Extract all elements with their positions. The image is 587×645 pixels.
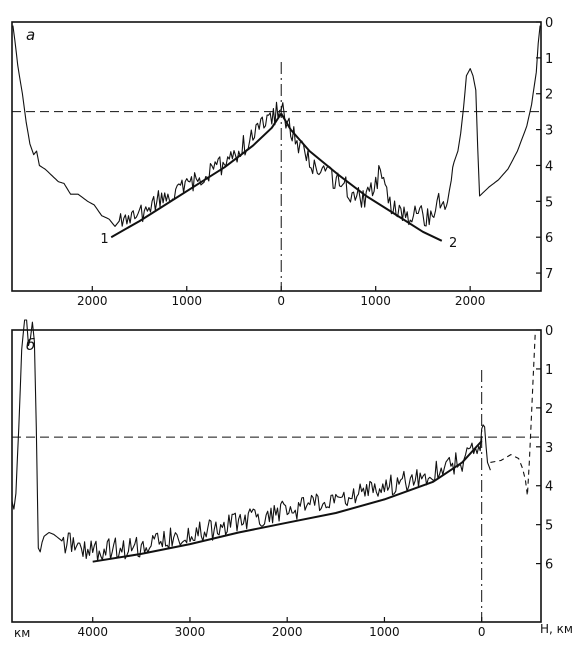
series-profile bbox=[11, 319, 491, 562]
x-tick-label: 0 bbox=[478, 625, 486, 639]
y-tick-label: 6 bbox=[545, 558, 553, 573]
x-tick-label: 2000 bbox=[455, 294, 486, 308]
x-tick-label: 3000 bbox=[175, 625, 206, 639]
y-tick-label: 5 bbox=[545, 195, 553, 210]
y-tick-label: 6 bbox=[545, 231, 553, 246]
series-model-curve bbox=[92, 440, 483, 563]
x-tick-label: 0 bbox=[277, 294, 285, 308]
x-tick-label: 1000 bbox=[369, 625, 400, 639]
x-tick-label: 1000 bbox=[360, 294, 391, 308]
panel-b-x-unit-label: км bbox=[14, 626, 30, 640]
y-tick-label: 3 bbox=[545, 124, 553, 139]
y-tick-label: 2 bbox=[545, 402, 553, 417]
y-tick-label: 0 bbox=[545, 16, 553, 31]
y-tick-label: 7 bbox=[545, 267, 553, 282]
panel-b-label: б bbox=[26, 336, 35, 354]
curve-label: 2 bbox=[449, 236, 457, 251]
y-tick-label: 4 bbox=[545, 159, 553, 174]
x-tick-label: 2000 bbox=[272, 625, 303, 639]
panel-a: а 2000 1000 0 1000 2000 0 1 2 3 4 5 6 7 1 2 bbox=[11, 16, 553, 308]
series-dashed-extension bbox=[490, 333, 536, 497]
series-profile bbox=[12, 25, 541, 227]
y-tick-label: 1 bbox=[545, 363, 553, 378]
y-tick-label: 2 bbox=[545, 88, 553, 103]
y-tick-label: 4 bbox=[545, 480, 553, 495]
y-tick-label: 3 bbox=[545, 441, 553, 456]
y-tick-label: 0 bbox=[545, 324, 553, 339]
panel-b-frame bbox=[11, 329, 542, 623]
x-tick-label: 4000 bbox=[77, 625, 108, 639]
panel-b-y-axis-title: H, км bbox=[540, 622, 573, 636]
panel-a-label: а bbox=[26, 26, 35, 44]
x-tick-label: 1000 bbox=[171, 294, 202, 308]
panel-b: б 4000 3000 2000 1000 0 0 1 2 3 4 5 6 км H, км bbox=[11, 319, 573, 640]
y-tick-label: 1 bbox=[545, 52, 553, 67]
x-tick-label: 2000 bbox=[77, 294, 108, 308]
panel-a-frame bbox=[11, 21, 542, 292]
y-tick-label: 5 bbox=[545, 519, 553, 534]
series-model-curve-1 bbox=[110, 112, 283, 239]
curve-label: 1 bbox=[100, 232, 108, 247]
series-model-curve-2 bbox=[280, 112, 443, 242]
